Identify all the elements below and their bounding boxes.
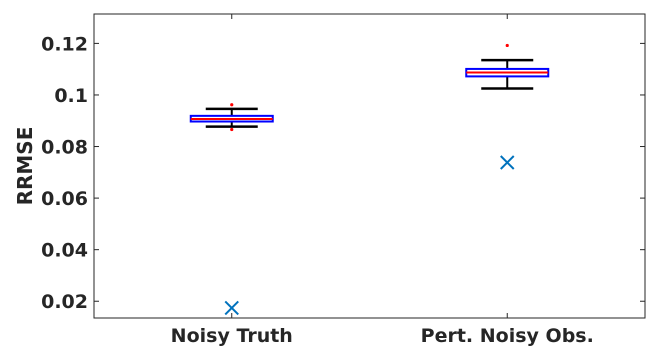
y-tick-label: 0.04	[41, 240, 88, 262]
y-tick-label: 0.12	[41, 33, 88, 55]
outlier-point	[506, 44, 509, 47]
y-tick-label: 0.06	[41, 188, 88, 210]
y-axis-title: RRMSE	[13, 127, 37, 206]
plot-area	[94, 14, 645, 318]
x-category-label: Noisy Truth	[171, 325, 293, 346]
x-category-label: Pert. Noisy Obs.	[421, 325, 594, 346]
outlier-point	[230, 103, 233, 106]
y-tick-label: 0.08	[41, 137, 88, 159]
y-tick-label: 0.02	[41, 291, 88, 313]
y-tick-label: 0.1	[54, 85, 88, 107]
outlier-point	[230, 128, 233, 131]
